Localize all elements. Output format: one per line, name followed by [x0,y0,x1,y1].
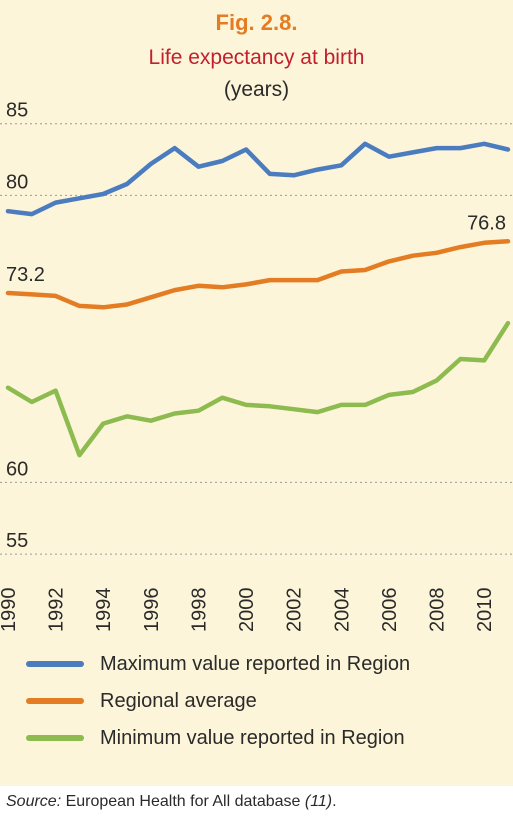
data-labels: 73.2 76.8 [6,212,506,286]
source-suffix: . [332,793,337,810]
x-tick-label-1998: 1998 [189,588,211,633]
legend-label-maximum: Maximum value reported in Region [100,652,411,675]
chart-title: Life expectancy at birth [148,46,365,69]
legend-swatch-maximum [26,661,84,667]
source-ref: (11) [304,793,333,810]
series-lines [5,141,511,458]
line-chart: 55 60 80 85 73.2 76.8 1990 1992 1994 1996 1998 20… [0,100,513,633]
x-tick-label-2006: 2006 [379,588,401,633]
series-line-1 [5,239,511,310]
legend-item-average: Regional average [26,686,257,716]
y-tick-label-55: 55 [6,530,28,552]
chart-unit: (years) [223,78,290,101]
legend-label-average: Regional average [100,689,257,712]
x-axis-ticks: 1990 1992 1994 1996 1998 2000 2002 2004 2006 2008… [0,588,496,633]
x-tick-label-1992: 1992 [46,588,68,633]
x-tick-label-2002: 2002 [284,588,306,633]
y-tick-label-60: 60 [6,458,28,480]
y-tick-label-85: 85 [6,100,28,122]
source-note: Source: European Health for All database… [6,793,337,811]
x-tick-label-2008: 2008 [427,588,449,633]
legend-item-maximum: Maximum value reported in Region [26,649,410,679]
source-prefix: Source: [6,793,62,810]
series-line-2 [5,320,511,458]
x-tick-label-2010: 2010 [474,588,496,633]
data-label-0: 73.2 [6,264,45,286]
x-tick-label-1990: 1990 [0,588,20,633]
x-tick-label-1994: 1994 [93,588,115,633]
figure-label: Fig. 2.8. [215,10,298,35]
figure-panel: Fig. 2.8. Life expectancy at birth (year… [0,0,513,786]
x-tick-label-1996: 1996 [141,588,163,633]
y-axis-ticks: 55 60 80 85 [6,100,28,552]
grid-lines [0,123,513,555]
legend-label-minimum: Minimum value reported in Region [100,726,405,749]
data-label-1: 76.8 [467,212,506,234]
y-tick-label-80: 80 [6,171,28,193]
series-line-0 [5,141,511,217]
source-text: European Health for All database [61,793,305,810]
x-tick-label-2000: 2000 [236,588,258,633]
x-tick-label-2004: 2004 [331,588,353,633]
legend-item-minimum: Minimum value reported in Region [26,723,405,753]
legend-swatch-average [26,698,84,704]
legend-swatch-minimum [26,735,84,741]
